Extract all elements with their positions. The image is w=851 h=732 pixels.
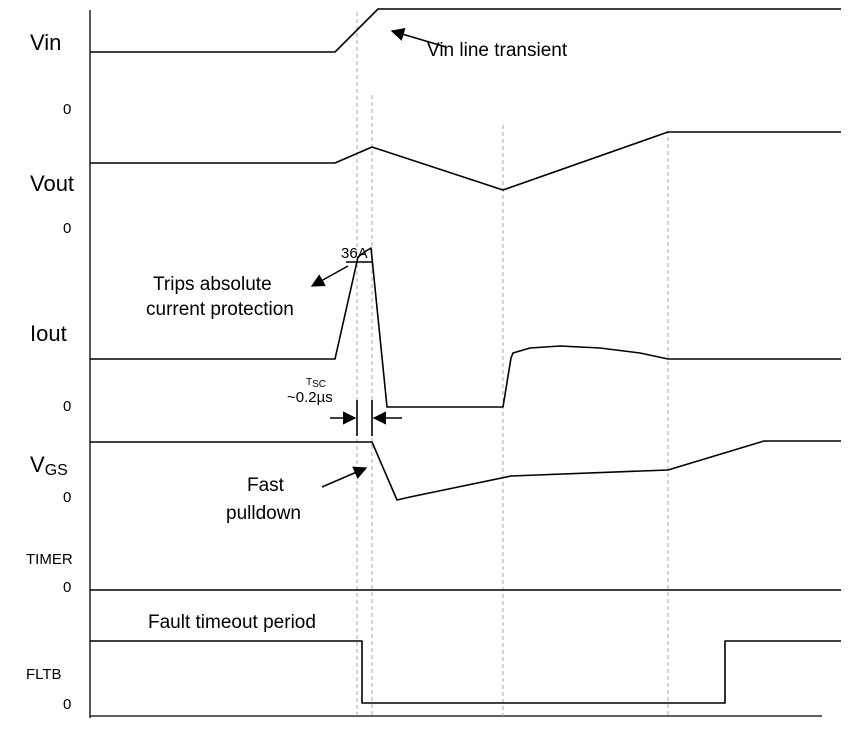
vout-zero-label: 0 [63, 220, 71, 237]
vout-waveform [90, 131, 841, 191]
vgs-label-main: V [30, 452, 45, 477]
vin-transient-arrow [390, 27, 447, 48]
trip-note-line2: current protection [146, 299, 294, 320]
vgs-zero-label: 0 [63, 489, 71, 506]
vin-waveform [90, 8, 841, 53]
vin-label: Vin [30, 30, 61, 55]
iout-waveform [90, 247, 841, 408]
fast-note-line2: pulldown [226, 503, 301, 524]
vgs-label-sub: GS [45, 462, 68, 479]
current-protection-arrow [310, 265, 349, 287]
tsc-value: ~0.2µs [287, 389, 333, 406]
tsc-main: T [306, 377, 312, 388]
iout-zero-label: 0 [63, 398, 71, 415]
fast-note-line1: Fast [247, 475, 285, 496]
vgs-label: VGS [30, 452, 68, 479]
trip-note-line1: Trips absolute [153, 274, 272, 295]
tsc-sub: SC [312, 379, 326, 390]
fault-timeout-note: Fault timeout period [148, 612, 316, 633]
fltb-label: FLTB [26, 666, 62, 683]
vin-zero-label: 0 [63, 101, 71, 118]
iout-label: Iout [30, 321, 67, 346]
vin-transient-note: Vin line transient [427, 40, 568, 61]
vgs-waveform [90, 440, 841, 501]
fltb-zero-label: 0 [63, 696, 71, 713]
tsc-label: TSC [306, 377, 326, 390]
vout-label: Vout [30, 171, 74, 196]
timer-zero-label: 0 [63, 579, 71, 596]
timer-label: TIMER [26, 551, 73, 568]
fltb-waveform [90, 640, 841, 704]
fast-pulldown-arrow [321, 466, 368, 488]
current-value-label: 36A [341, 245, 368, 262]
